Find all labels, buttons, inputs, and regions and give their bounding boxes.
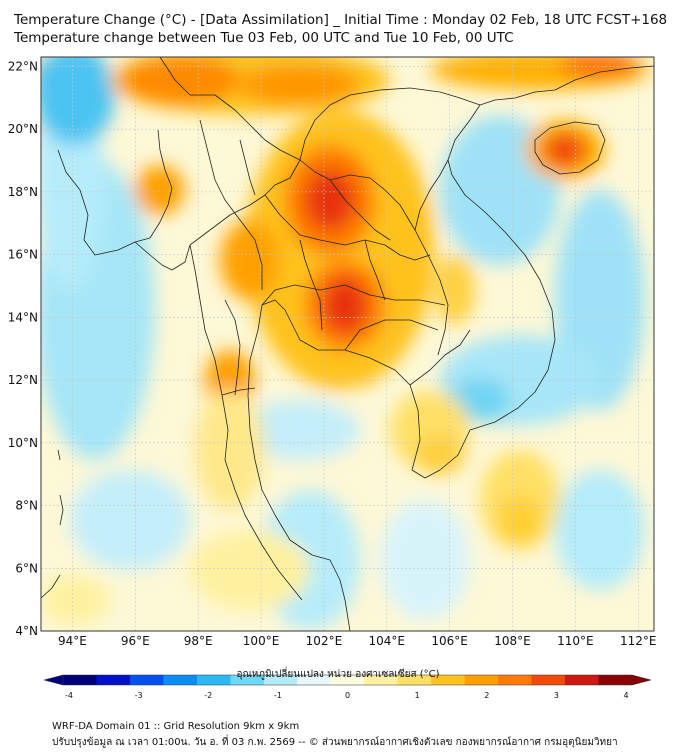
lat-label: 8°N [15,499,38,513]
colorbar-segment [297,675,332,685]
longitude-labels: 94°E 96°E 98°E 100°E 102°E 104°E 106°E 108°E 110… [58,634,657,648]
map-title: Temperature Change (°C) - [Data Assimila… [14,12,668,28]
lat-label: 22°N [8,59,38,73]
colorbar-tick-label: -2 [204,691,212,700]
colorbar-segment [498,675,533,685]
footer-model-info: WRF-DA Domain 01 :: Grid Resolution 9km … [52,721,300,732]
colorbar-tick-label: 2 [484,691,489,700]
colorbar-segment [63,675,97,685]
colorbar-segment [129,675,164,685]
colorbar-tick-label: -1 [274,691,282,700]
lat-label: 4°N [15,624,38,638]
colorbar-segment [196,675,231,685]
colorbar-segment [598,675,633,685]
latitude-labels: 22°N 20°N 18°N 16°N 14°N 12°N 10°N 8°N 6°N 4°N [8,59,38,638]
map-frame [40,56,655,632]
colorbar-segment [364,675,399,685]
colorbar-segment [397,675,432,685]
lat-label: 18°N [8,185,38,199]
colorbar-tick-label: -4 [65,691,73,700]
lon-label: 108°E [494,634,531,648]
colorbar-segment [464,675,499,685]
colorbar-title: อุณหภูมิเปลี่ยนแปลง หน่วย องศาเซลเซียส (… [236,669,440,680]
colorbar-segment [531,675,566,685]
colorbar-segment [96,675,131,685]
lat-label: 14°N [8,310,38,324]
lon-label: 112°E [620,634,657,648]
colorbar-tick-label: 3 [554,691,559,700]
lat-label: 20°N [8,122,38,136]
map-subtitle: Temperature change between Tue 03 Feb, 0… [14,30,514,46]
colorbar-tick-label: -3 [135,691,143,700]
temperature-field [41,57,654,631]
colorbar-tick-label: 4 [623,691,628,700]
lon-label: 94°E [58,634,87,648]
colorbar-segment [330,675,365,685]
lon-label: 102°E [306,634,343,648]
country-boundaries [41,57,654,631]
lon-label: 104°E [369,634,406,648]
lon-label: 110°E [557,634,594,648]
lon-label: 106°E [431,634,468,648]
lon-label: 98°E [184,634,213,648]
lat-label: 6°N [15,561,38,575]
lon-label: 96°E [121,634,150,648]
lat-label: 12°N [8,373,38,387]
colorbar: -4 -3 -2 -1 0 1 2 3 4 [43,674,652,700]
footer-credit: ปรับปรุงข้อมูล ณ เวลา 01:00น. วัน อ. ที่… [52,737,618,748]
colorbar-segment [230,675,265,685]
colorbar-segment [263,675,298,685]
colorbar-segment [431,675,466,685]
colorbar-tick-label: 1 [415,691,420,700]
colorbar-segment [565,675,600,685]
lon-label: 100°E [243,634,280,648]
lat-label: 16°N [8,248,38,262]
colorbar-tick-label: 0 [345,691,350,700]
lat-label: 10°N [8,436,38,450]
colorbar-segment [163,675,198,685]
